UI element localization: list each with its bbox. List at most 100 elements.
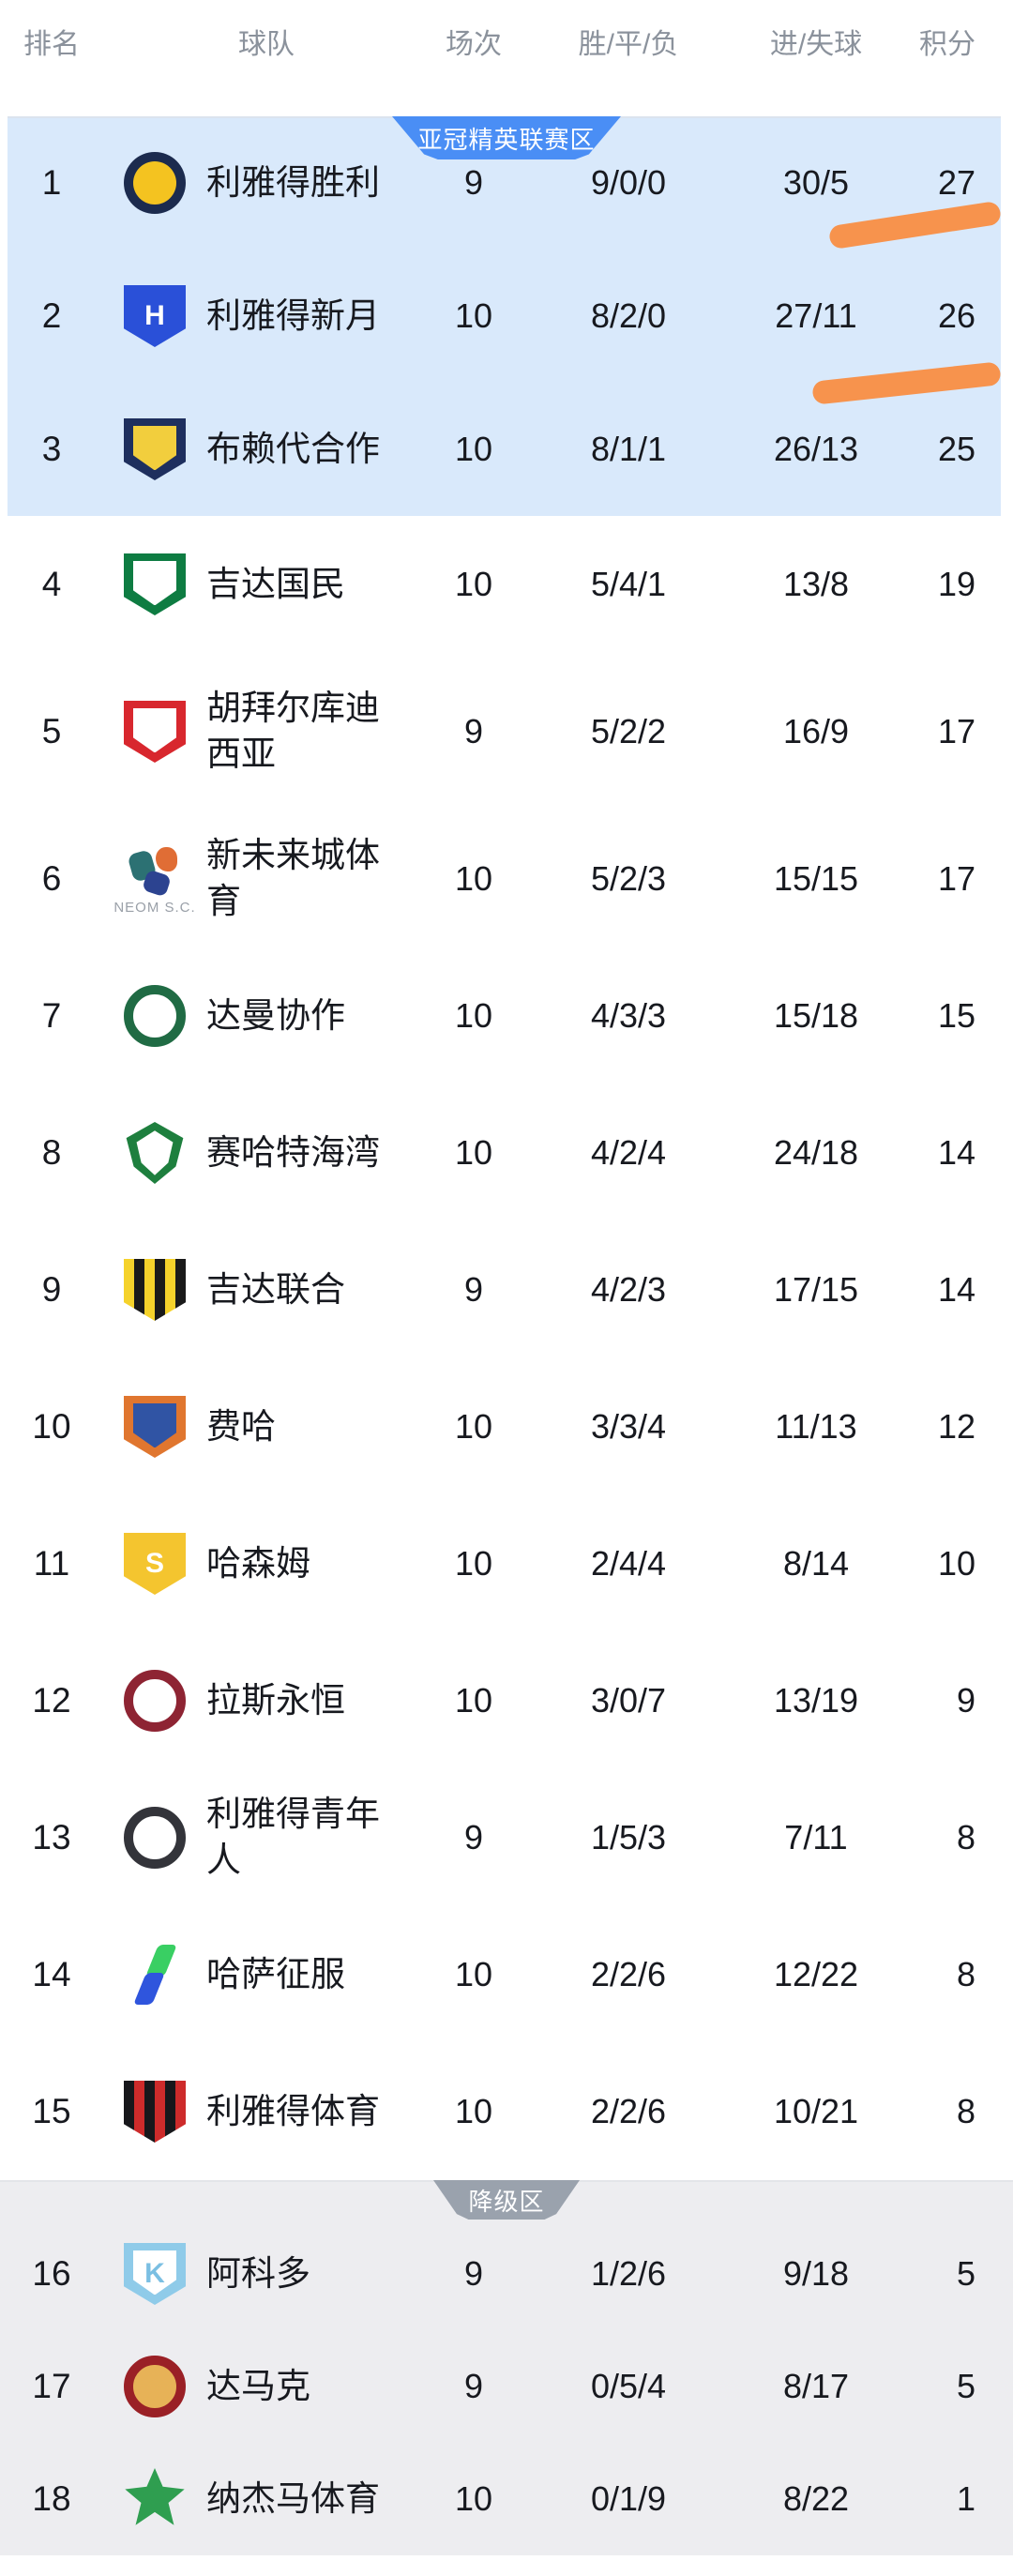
table-row[interactable]: 2 H 利雅得新月 10 8/2/0 27/11 26 [0, 250, 1013, 383]
team-crest-column [114, 2356, 195, 2417]
goals-value: 16/9 [782, 712, 850, 750]
table-row[interactable]: 12 拉斯永恒 10 3/0/7 13/19 9 [0, 1632, 1013, 1769]
wdl-value: 2/2/6 [590, 2092, 667, 2130]
rank-value: 8 [41, 1133, 62, 1172]
points-value: 17 [937, 859, 975, 898]
team-crest-caption: NEOM S.C. [113, 900, 196, 916]
al-ettifaq-crest [124, 985, 186, 1047]
wdl-value: 1/2/6 [590, 2254, 667, 2293]
elite-zone-label: 亚冠精英联赛区 [417, 125, 596, 154]
matches-value: 10 [454, 1544, 493, 1583]
table-header: 排名 球队 场次 胜/平/负 进/失球 积分 [0, 0, 1013, 116]
table-row[interactable]: 16 K 阿科多 9 1/2/6 9/18 5 [0, 2218, 1013, 2330]
team-name: 纳杰马体育 [206, 2478, 380, 2518]
rank-value: 11 [33, 1544, 70, 1583]
elite-zone-badge: 亚冠精英联赛区 [392, 116, 621, 159]
team-crest-column [114, 1396, 195, 1458]
al-qadsiah-crest [124, 701, 186, 763]
goals-value: 9/18 [782, 2254, 850, 2293]
al-hassm-crest-letter: S [144, 1548, 164, 1579]
matches-value: 9 [463, 1818, 484, 1856]
column-header-rank: 排名 [23, 29, 80, 60]
column-header-wdl: 胜/平/负 [578, 29, 679, 60]
table-row[interactable]: 7 达曼协作 10 4/3/3 15/18 15 [0, 947, 1013, 1084]
team-name: 吉达联合 [206, 1269, 345, 1309]
damac-crest [124, 2356, 186, 2417]
points-value: 5 [956, 2254, 975, 2293]
table-row[interactable]: 5 胡拜尔库迪西亚 9 5/2/2 16/9 17 [0, 653, 1013, 811]
table-row[interactable]: 6 NEOM S.C. 新未来城体育 10 5/2/3 15/15 17 [0, 811, 1013, 947]
rank-value: 18 [32, 2479, 71, 2518]
table-row[interactable]: 9 吉达联合 9 4/2/3 17/15 14 [0, 1221, 1013, 1358]
matches-value: 9 [463, 2254, 484, 2293]
rank-value: 17 [32, 2367, 71, 2405]
team-cell: 布赖代合作 [103, 418, 403, 480]
team-name: 利雅得新月 [206, 295, 380, 335]
points-value: 8 [956, 1955, 975, 1993]
goals-value: 8/14 [782, 1544, 850, 1583]
table-row[interactable]: 10 费哈 10 3/3/4 11/13 12 [0, 1358, 1013, 1495]
al-hilal-crest-letter: H [144, 300, 165, 331]
wdl-value: 4/3/3 [590, 996, 667, 1035]
wdl-value: 5/2/2 [590, 712, 667, 750]
table-row[interactable]: 17 达马克 9 0/5/4 8/17 5 [0, 2330, 1013, 2443]
rank-value: 3 [41, 430, 62, 468]
team-name: 哈萨征服 [206, 1954, 345, 1993]
wdl-value: 3/3/4 [590, 1407, 667, 1446]
table-row[interactable]: 18 纳杰马体育 10 0/1/9 8/22 1 [0, 2443, 1013, 2555]
goals-value: 26/13 [773, 430, 859, 468]
table-row[interactable]: 1 利雅得胜利 9 9/0/0 30/5 27 [0, 116, 1013, 250]
matches-value: 10 [454, 859, 493, 898]
points-value: 8 [956, 2092, 975, 2130]
points-value: 25 [937, 430, 975, 468]
points-value: 10 [937, 1544, 975, 1583]
wdl-value: 4/2/3 [590, 1270, 667, 1309]
team-crest-column [114, 2081, 195, 2143]
team-cell: K 阿科多 [103, 2243, 403, 2305]
team-name: 达马克 [206, 2366, 310, 2405]
team-name: 布赖代合作 [206, 429, 380, 468]
rank-value: 13 [32, 1818, 71, 1856]
table-row[interactable]: 8 赛哈特海湾 10 4/2/4 24/18 14 [0, 1084, 1013, 1221]
rank-value: 1 [41, 163, 62, 202]
goals-value: 7/11 [784, 1818, 848, 1856]
matches-value: 9 [463, 2367, 484, 2405]
table-row[interactable]: 15 利雅得体育 10 2/2/6 10/21 8 [0, 2043, 1013, 2180]
team-name: 胡拜尔库迪西亚 [206, 689, 380, 773]
matches-value: 10 [454, 1133, 493, 1172]
table-row[interactable]: 11 S 哈森姆 10 2/4/4 8/14 10 [0, 1495, 1013, 1632]
rank-value: 6 [41, 859, 62, 898]
points-value: 12 [937, 1407, 975, 1446]
points-value: 17 [937, 712, 975, 750]
al-kholood-crest [124, 1670, 186, 1732]
wdl-value: 9/0/0 [590, 163, 667, 202]
team-cell: 达曼协作 [103, 985, 403, 1047]
table-row[interactable]: 14 哈萨征服 10 2/2/6 12/22 8 [0, 1906, 1013, 2043]
team-name: 吉达国民 [206, 564, 345, 603]
goals-value: 30/5 [782, 163, 850, 202]
wdl-value: 2/2/6 [590, 1955, 667, 1993]
goals-value: 24/18 [773, 1133, 859, 1172]
goals-value: 13/8 [782, 565, 850, 603]
points-value: 15 [937, 996, 975, 1035]
al-fayha-crest [124, 1396, 186, 1458]
table-row[interactable]: 4 吉达国民 10 5/4/1 13/8 19 [0, 516, 1013, 653]
points-value: 26 [937, 296, 975, 335]
goals-value: 17/15 [773, 1270, 859, 1309]
team-name: 阿科多 [206, 2253, 310, 2293]
team-crest-column [114, 1670, 195, 1732]
team-cell: NEOM S.C. 新未来城体育 [103, 833, 403, 925]
team-cell: 赛哈特海湾 [103, 1122, 403, 1184]
table-row[interactable]: 3 布赖代合作 10 8/1/1 26/13 25 [0, 383, 1013, 516]
al-najma-crest [125, 2468, 185, 2525]
matches-value: 10 [454, 430, 493, 468]
team-cell: 利雅得胜利 [103, 152, 403, 214]
table-row[interactable]: 13 利雅得青年人 9 1/5/3 7/11 8 [0, 1769, 1013, 1906]
team-crest-column [114, 152, 195, 214]
team-crest-column [114, 418, 195, 480]
matches-value: 10 [454, 1955, 493, 1993]
team-cell: H 利雅得新月 [103, 285, 403, 347]
rank-value: 16 [32, 2254, 71, 2293]
mid-table-section: 4 吉达国民 10 5/4/1 13/8 19 5 胡拜尔库迪西亚 9 5/2/… [0, 516, 1013, 2180]
